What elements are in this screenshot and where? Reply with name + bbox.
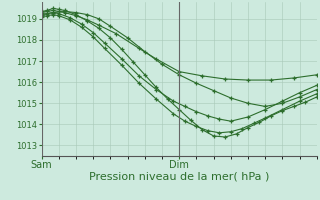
X-axis label: Pression niveau de la mer( hPa ): Pression niveau de la mer( hPa ) bbox=[89, 172, 269, 182]
